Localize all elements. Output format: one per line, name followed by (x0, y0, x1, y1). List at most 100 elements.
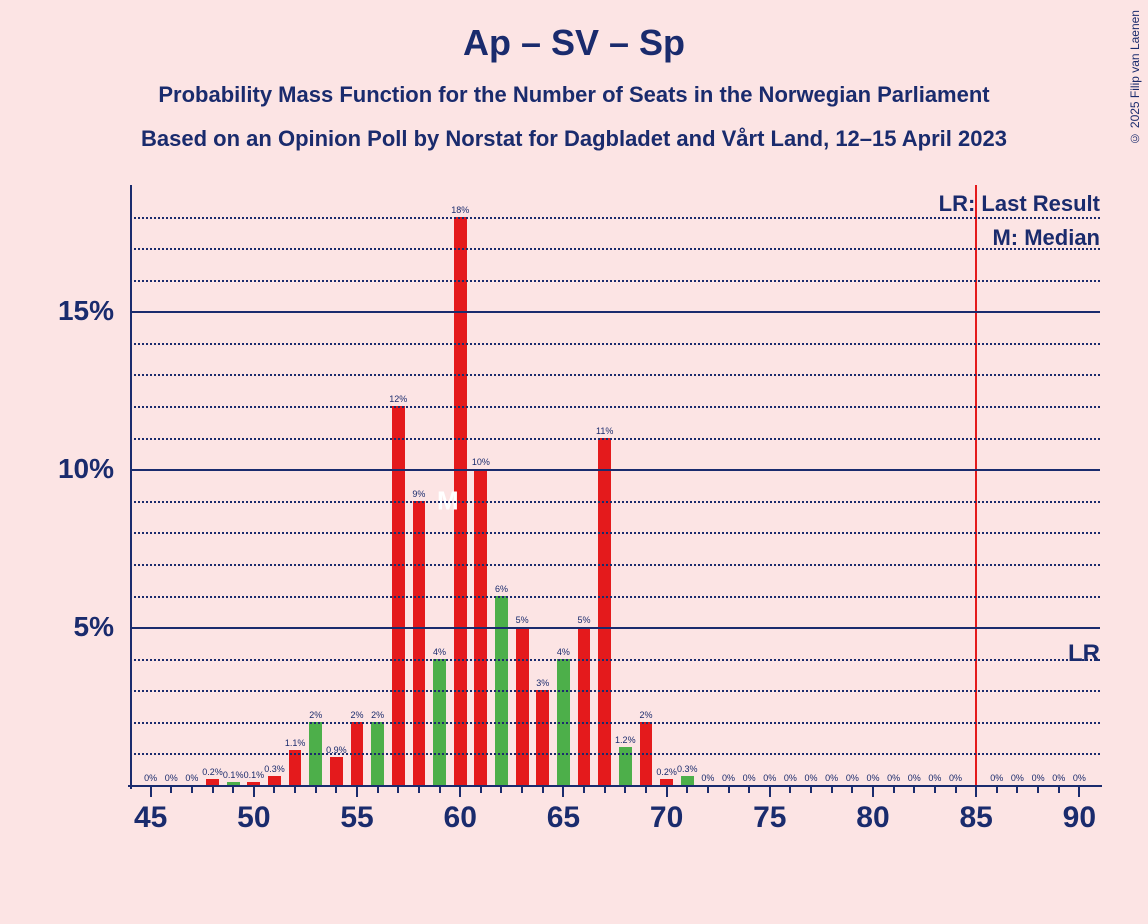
bar-label: 0% (784, 773, 797, 783)
bar-label: 0% (908, 773, 921, 783)
x-tick-minor (1016, 785, 1018, 793)
x-tick-minor (315, 785, 317, 793)
gridline-major (130, 469, 1100, 471)
bar-label: 5% (516, 615, 529, 625)
x-tick (975, 785, 977, 797)
legend-m: M: Median (992, 225, 1100, 251)
x-tick-minor (624, 785, 626, 793)
x-tick-minor (439, 785, 441, 793)
gridline-minor (130, 753, 1100, 755)
gridline-minor (130, 280, 1100, 282)
x-tick-minor (604, 785, 606, 793)
x-tick (872, 785, 874, 797)
bar-label: 0% (846, 773, 859, 783)
bar-label: 0.2% (656, 767, 677, 777)
x-tick-minor (934, 785, 936, 793)
bar-label: 18% (451, 205, 469, 215)
x-tick-minor (686, 785, 688, 793)
gridline-minor (130, 532, 1100, 534)
gridline-minor (130, 722, 1100, 724)
x-tick (459, 785, 461, 797)
bar-label: 0% (722, 773, 735, 783)
bar-label: 1.1% (285, 738, 306, 748)
x-tick-minor (913, 785, 915, 793)
x-axis-label: 55 (340, 801, 373, 835)
bar-label: 0% (990, 773, 1003, 783)
x-tick-minor (996, 785, 998, 793)
bar-label: 0% (949, 773, 962, 783)
bar-label: 1.2% (615, 735, 636, 745)
x-tick-minor (521, 785, 523, 793)
bar-label: 0% (1032, 773, 1045, 783)
bar-label: 0% (866, 773, 879, 783)
bar-label: 0% (887, 773, 900, 783)
chart-title: Ap – SV – Sp (0, 0, 1148, 64)
chart-subtitle: Probability Mass Function for the Number… (0, 82, 1148, 108)
bar-label: 3% (536, 678, 549, 688)
x-tick-minor (542, 785, 544, 793)
bar-label: 0% (825, 773, 838, 783)
lr-badge: LR (1068, 640, 1100, 668)
y-axis-label: 15% (58, 295, 114, 327)
bar-label: 0% (1011, 773, 1024, 783)
chart-subtitle2: Based on an Opinion Poll by Norstat for … (0, 126, 1148, 152)
bar-label: 0.2% (202, 767, 223, 777)
x-tick-minor (851, 785, 853, 793)
bar-label: 0% (743, 773, 756, 783)
x-tick-minor (191, 785, 193, 793)
bar (536, 690, 549, 785)
bar-label: 2% (309, 710, 322, 720)
bar-label: 6% (495, 584, 508, 594)
bar-label: 0.1% (244, 770, 265, 780)
x-axis-label: 65 (547, 801, 580, 835)
gridline-minor (130, 438, 1100, 440)
bar-label: 0% (701, 773, 714, 783)
x-tick-minor (397, 785, 399, 793)
x-tick (1078, 785, 1080, 797)
x-tick-minor (583, 785, 585, 793)
bar-label: 0% (928, 773, 941, 783)
y-axis-label: 5% (74, 611, 114, 643)
gridline-minor (130, 690, 1100, 692)
bar (598, 438, 611, 785)
x-axis-label: 90 (1063, 801, 1096, 835)
bar-label: 0% (1073, 773, 1086, 783)
x-tick (150, 785, 152, 797)
bar-label: 11% (596, 426, 613, 436)
bar-label: 0% (185, 773, 198, 783)
x-tick-minor (480, 785, 482, 793)
gridline-minor (130, 374, 1100, 376)
gridline-minor (130, 659, 1100, 661)
x-tick-minor (707, 785, 709, 793)
gridline-minor (130, 343, 1100, 345)
bar-label: 2% (371, 710, 384, 720)
x-tick-minor (810, 785, 812, 793)
plot-area: 0%0%0%0.2%0.1%0.1%0.3%1.1%2%0.9%2%2%12%9… (130, 185, 1100, 785)
bar-label: 12% (389, 394, 407, 404)
x-axis-label: 75 (753, 801, 786, 835)
x-tick-minor (893, 785, 895, 793)
x-tick (666, 785, 668, 797)
x-tick-minor (232, 785, 234, 793)
x-tick-minor (1037, 785, 1039, 793)
gridline-major (130, 627, 1100, 629)
lr-line (975, 185, 977, 785)
chart-area: 0%0%0%0.2%0.1%0.1%0.3%1.1%2%0.9%2%2%12%9… (60, 185, 1100, 865)
bar-label: 0% (144, 773, 157, 783)
x-tick-minor (1058, 785, 1060, 793)
x-tick (356, 785, 358, 797)
gridline-minor (130, 596, 1100, 598)
x-tick-minor (170, 785, 172, 793)
bar-label: 4% (433, 647, 446, 657)
bar (578, 627, 591, 785)
x-tick-minor (500, 785, 502, 793)
x-tick-minor (955, 785, 957, 793)
y-axis-label: 10% (58, 453, 114, 485)
bar-label: 0.3% (677, 764, 698, 774)
x-tick (769, 785, 771, 797)
x-tick-minor (273, 785, 275, 793)
gridline-minor (130, 217, 1100, 219)
bar-label: 0% (1052, 773, 1065, 783)
x-tick-minor (294, 785, 296, 793)
copyright-text: © 2025 Filip van Laenen (1128, 10, 1142, 145)
